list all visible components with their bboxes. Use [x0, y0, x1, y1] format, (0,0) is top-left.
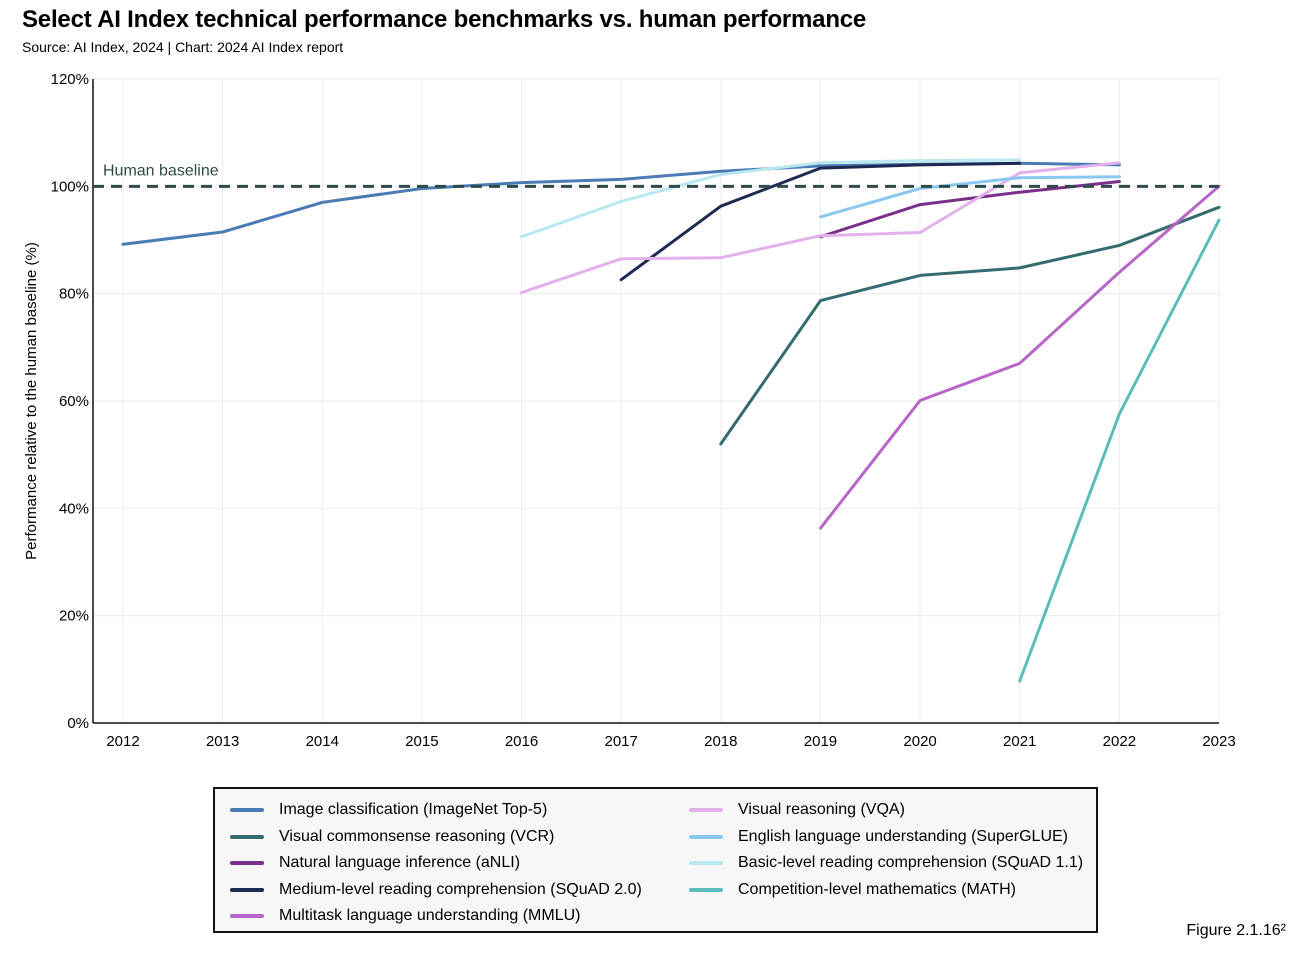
- series-line-8: [1018, 218, 1221, 683]
- legend-swatch: [689, 861, 723, 865]
- legend-label: Visual reasoning (VQA): [738, 801, 905, 818]
- y-tick-label: 0%: [67, 715, 89, 732]
- legend-label: Medium-level reading comprehension (SQuA…: [279, 880, 642, 898]
- series-line-1: [719, 205, 1221, 446]
- y-tick-label: 80%: [59, 286, 89, 303]
- legend-item: English language understanding (SuperGLU…: [689, 826, 1068, 848]
- x-tick-label: 2014: [306, 733, 339, 750]
- legend-label: Visual commonsense reasoning (VCR): [279, 827, 555, 845]
- legend-item: Natural language inference (aNLI): [230, 852, 520, 874]
- y-tick-label: 40%: [59, 500, 89, 517]
- line-chart: 2012 2013 2014 2015 2016 2017 2018 2019 2020 2021…: [23, 71, 1236, 750]
- y-axis-label: Performance relative to the human baseli…: [23, 242, 40, 560]
- x-tick-label: 2017: [604, 733, 637, 750]
- legend-swatch: [230, 834, 264, 839]
- x-tick-label: 2018: [704, 733, 737, 750]
- legend-label: Multitask language understanding (MMLU): [279, 907, 581, 924]
- legend-swatch: [230, 861, 264, 865]
- legend-item: Visual reasoning (VQA): [689, 799, 905, 821]
- legend-label: Basic-level reading comprehension (SQuAD…: [738, 854, 1084, 871]
- series-lines: [121, 158, 1221, 683]
- y-tick-label: 20%: [59, 608, 89, 625]
- y-tick-label: 60%: [59, 393, 89, 410]
- chart-title: Select AI Index technical performance be…: [22, 6, 867, 33]
- series-line-3: [619, 161, 1022, 282]
- legend-swatch: [689, 834, 723, 839]
- legend-swatch: [230, 808, 264, 812]
- x-tick-label: 2012: [106, 733, 139, 750]
- x-tick-label: 2023: [1202, 733, 1235, 750]
- x-tick-label: 2019: [804, 733, 837, 750]
- series-line-6: [819, 175, 1121, 219]
- legend-swatch: [230, 887, 264, 892]
- legend-item: Multitask language understanding (MMLU): [230, 905, 580, 927]
- legend-swatch: [230, 914, 264, 918]
- x-tick-label: 2016: [505, 733, 538, 750]
- x-tick-label: 2021: [1003, 733, 1036, 750]
- series-line-4: [819, 184, 1221, 530]
- legend-label: English language understanding (SuperGLU…: [738, 827, 1068, 845]
- figure-label: Figure 2.1.16²: [1186, 922, 1286, 939]
- legend-item: Competition-level mathematics (MATH): [689, 879, 1016, 901]
- legend-label: Image classification (ImageNet Top-5): [279, 801, 548, 818]
- x-tick-label: 2020: [903, 733, 936, 750]
- series-line-5: [520, 161, 1121, 295]
- series-line-7: [520, 158, 1022, 239]
- legend-item: Image classification (ImageNet Top-5): [230, 799, 547, 821]
- series-line-2: [819, 180, 1121, 239]
- legend: Image classification (ImageNet Top-5) Vis…: [213, 787, 1098, 933]
- x-tick-label: 2022: [1103, 733, 1136, 750]
- legend-label: Natural language inference (aNLI): [279, 854, 521, 871]
- x-tick-label: 2013: [206, 733, 239, 750]
- baseline-label: Human baseline: [103, 162, 219, 179]
- legend-label: Competition-level mathematics (MATH): [738, 880, 1016, 898]
- legend-item: Basic-level reading comprehension (SQuAD…: [689, 852, 1083, 874]
- chart-subtitle: Source: AI Index, 2024 | Chart: 2024 AI …: [22, 39, 344, 55]
- x-tick-label: 2015: [405, 733, 438, 750]
- y-tick-label: 120%: [51, 71, 89, 88]
- legend-swatch: [689, 887, 723, 892]
- legend-item: Visual commonsense reasoning (VCR): [230, 826, 554, 848]
- y-tick-label: 100%: [51, 178, 89, 195]
- legend-swatch: [689, 808, 723, 812]
- axes: 2012 2013 2014 2015 2016 2017 2018 2019 2020 2021…: [51, 71, 1236, 750]
- legend-item: Medium-level reading comprehension (SQuA…: [230, 879, 642, 901]
- human-baseline: Human baseline: [93, 162, 1219, 188]
